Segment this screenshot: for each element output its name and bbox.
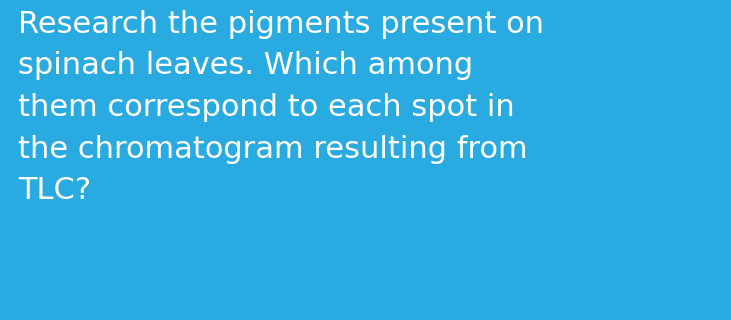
Text: Research the pigments present on
spinach leaves. Which among
them correspond to : Research the pigments present on spinach… — [18, 10, 545, 205]
